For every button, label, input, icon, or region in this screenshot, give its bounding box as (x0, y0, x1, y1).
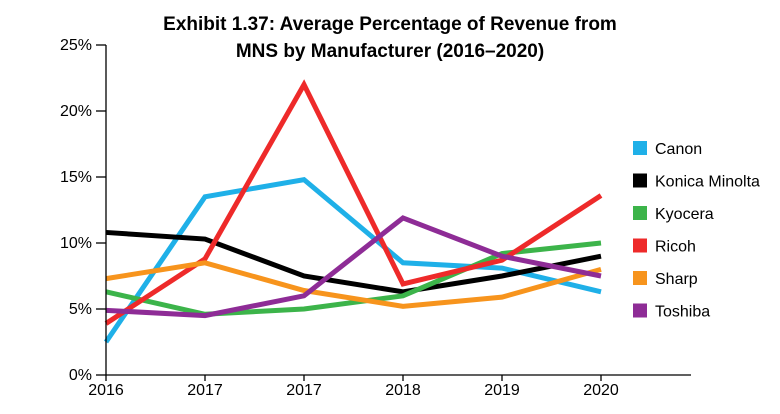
y-tick-label: 20% (60, 103, 92, 120)
series-line-toshiba (105, 215, 602, 319)
legend-label-ricoh: Ricoh (655, 239, 696, 256)
legend-label-canon: Canon (655, 141, 702, 158)
x-tick-label: 2017 (286, 382, 322, 399)
legend-swatch-konica-minolta (633, 173, 647, 188)
chart-title-line-2: MNS by Manufacturer (2016–2020) (236, 41, 544, 62)
legend-swatch-sharp (633, 271, 647, 285)
legend-label-kyocera: Kyocera (655, 206, 714, 223)
legend: Canon Konica Minolta Kyocera Ricoh Sharp Tosh… (633, 141, 760, 321)
x-tick-label: 2020 (583, 382, 619, 399)
legend-label-toshiba: Toshiba (655, 304, 710, 321)
y-tick-label: 0% (69, 367, 92, 384)
series-line-konica-minolta (105, 229, 602, 295)
y-tick-label: 5% (69, 301, 92, 318)
series-lines (103, 79, 603, 344)
legend-label-sharp: Sharp (655, 271, 698, 288)
x-tick-label: 2018 (385, 382, 421, 399)
series-line-ricoh (104, 79, 603, 326)
y-tick-label: 25% (60, 37, 92, 54)
axes (105, 45, 691, 376)
series-line-sharp (105, 260, 602, 309)
y-tick-label: 10% (60, 235, 92, 252)
legend-swatch-canon (633, 141, 647, 155)
x-tick-label: 2017 (187, 382, 223, 399)
x-tick-label: 2019 (484, 382, 520, 399)
legend-swatch-toshiba (633, 303, 647, 318)
legend-swatch-ricoh (633, 238, 647, 253)
chart-title-line-1: Exhibit 1.37: Average Percentage of Reve… (163, 14, 617, 35)
legend-swatch-kyocera (633, 206, 647, 220)
legend-label-konica-minolta: Konica Minolta (655, 174, 760, 191)
y-tick-label: 15% (60, 169, 92, 186)
x-tick-label: 2016 (88, 382, 124, 399)
y-axis-ticks: 0% 5% 10% 15% 20% 25% (60, 37, 106, 384)
x-axis-ticks: 2016 2017 2017 2018 2019 2020 (88, 375, 619, 399)
